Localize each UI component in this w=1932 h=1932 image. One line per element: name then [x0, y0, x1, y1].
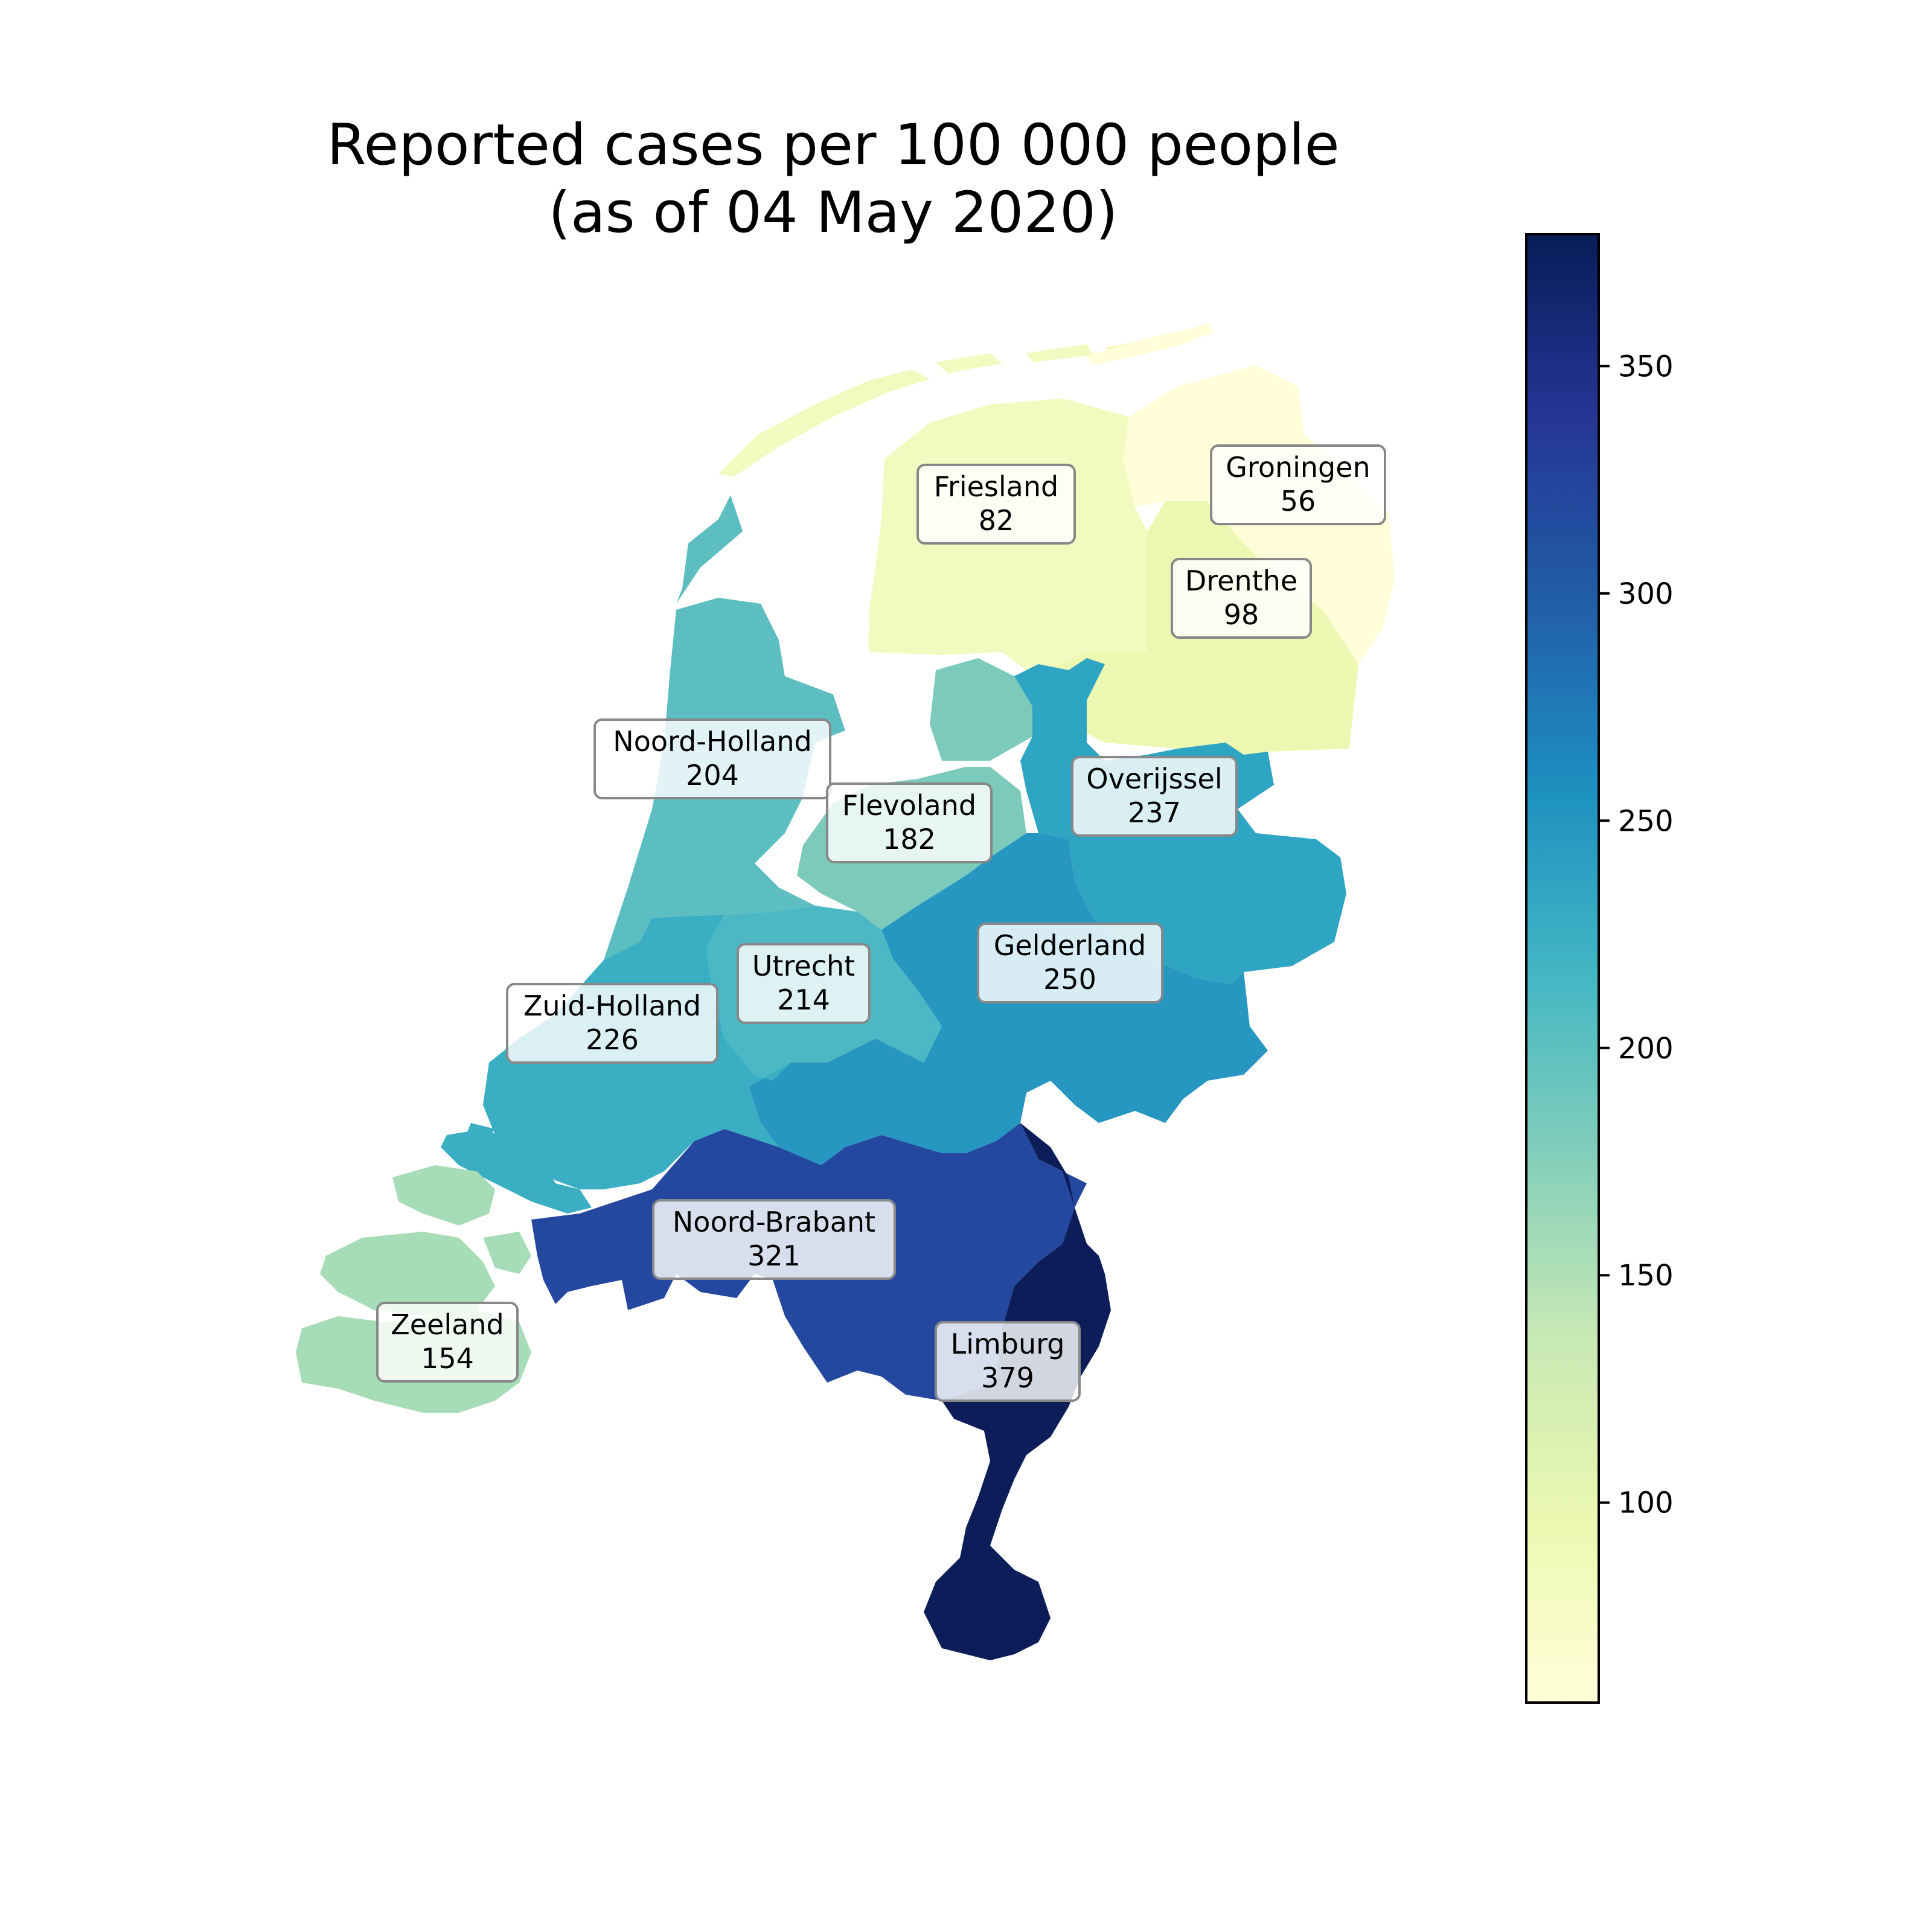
- label-limburg: Limburg 379: [935, 1321, 1081, 1402]
- label-zuid-holland-value: 226: [586, 1023, 639, 1056]
- label-zeeland: Zeeland 154: [376, 1302, 519, 1383]
- colorbar-tick-label: 250: [1618, 804, 1674, 838]
- label-zeeland-value: 154: [421, 1342, 474, 1375]
- label-flevoland-name: Flevoland: [842, 789, 976, 822]
- map-subtitle: (as of 04 May 2020): [548, 180, 1118, 246]
- colorbar-tick-label: 100: [1618, 1486, 1674, 1520]
- province-labels: Friesland 82 Groningen 56 Drenthe 98 Noo…: [376, 444, 1386, 1402]
- map-title: Reported cases per 100 000 people: [327, 112, 1339, 178]
- label-flevoland: Flevoland 182: [826, 782, 993, 863]
- label-groningen: Groningen 56: [1210, 444, 1386, 525]
- label-drenthe-value: 98: [1224, 598, 1259, 631]
- colorbar-tick-label: 200: [1618, 1032, 1674, 1066]
- label-utrecht-value: 214: [777, 984, 830, 1016]
- label-friesland: Friesland 82: [916, 464, 1076, 545]
- label-gelderland-name: Gelderland: [994, 929, 1146, 962]
- label-overijssel: Overijssel 237: [1071, 756, 1238, 837]
- label-friesland-name: Friesland: [934, 470, 1058, 503]
- label-overijssel-name: Overijssel: [1086, 763, 1222, 795]
- colorbar-gradient: [1525, 233, 1600, 1704]
- label-utrecht-name: Utrecht: [752, 950, 855, 982]
- label-gelderland-value: 250: [1043, 963, 1096, 996]
- label-zeeland-name: Zeeland: [391, 1308, 504, 1341]
- label-gelderland: Gelderland 250: [977, 923, 1163, 1003]
- label-friesland-value: 82: [979, 504, 1014, 537]
- colorbar: 100 150 200 250 300 350: [1525, 233, 1674, 1704]
- label-zuid-holland-name: Zuid-Holland: [523, 990, 701, 1022]
- label-flevoland-value: 182: [883, 823, 936, 856]
- label-overijssel-value: 237: [1128, 796, 1181, 829]
- label-limburg-value: 379: [981, 1361, 1034, 1394]
- label-noord-brabant-value: 321: [747, 1239, 801, 1272]
- colorbar-tick-label: 150: [1618, 1259, 1674, 1293]
- province-groningen-islands: [1087, 323, 1214, 365]
- label-noord-holland-name: Noord-Holland: [613, 725, 811, 758]
- label-noord-brabant-name: Noord-Brabant: [673, 1206, 875, 1238]
- label-drenthe-name: Drenthe: [1185, 565, 1297, 597]
- label-utrecht: Utrecht 214: [737, 943, 871, 1024]
- label-groningen-value: 56: [1281, 485, 1316, 517]
- label-limburg-name: Limburg: [951, 1328, 1065, 1360]
- label-noord-holland: Noord-Holland 204: [593, 718, 831, 799]
- label-noord-holland-value: 204: [686, 759, 739, 792]
- colorbar-ticks: 100 150 200 250 300 350: [1599, 350, 1674, 1520]
- label-noord-brabant: Noord-Brabant 321: [652, 1199, 896, 1280]
- label-drenthe: Drenthe 98: [1171, 558, 1312, 639]
- colorbar-tick-label: 300: [1618, 577, 1674, 611]
- label-groningen-name: Groningen: [1226, 451, 1370, 484]
- colorbar-tick-label: 350: [1618, 350, 1674, 383]
- label-zuid-holland: Zuid-Holland 226: [506, 983, 718, 1064]
